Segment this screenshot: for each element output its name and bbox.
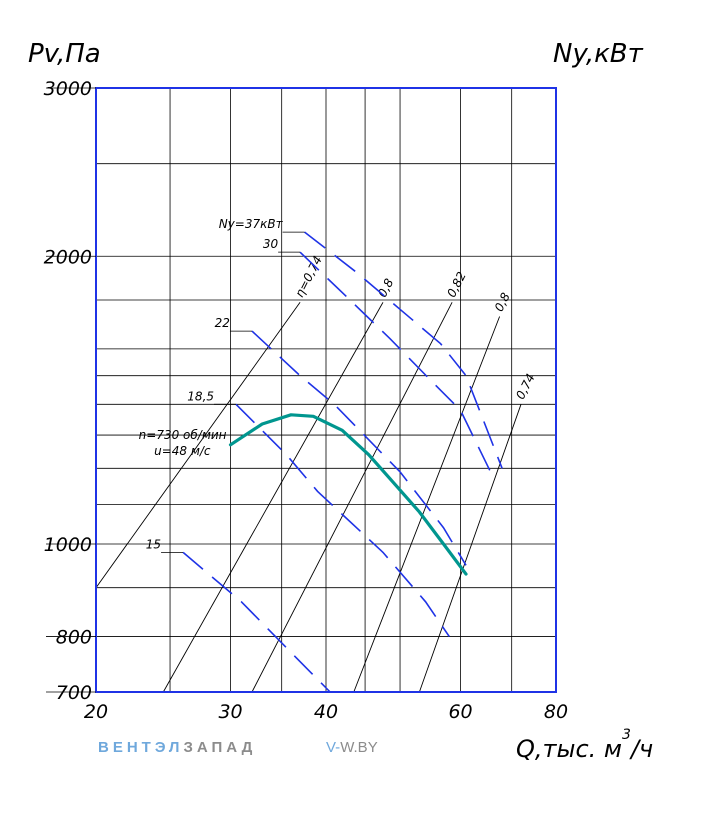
- efficiency-lines: η=0,74 0,8 0,820,80,74: [95, 254, 538, 693]
- power-curve-label: 18,5: [187, 389, 214, 403]
- y-axis-label-right: Ny,кВт: [553, 39, 644, 69]
- site-part1: V-: [326, 739, 341, 756]
- y-tick-label: 3000: [44, 78, 92, 100]
- y-tick-label: 700: [56, 682, 92, 704]
- power-curve: [251, 330, 467, 566]
- y-tick-label: 1000: [44, 534, 92, 556]
- x-tick-label: 30: [218, 701, 242, 723]
- x-tick-label: 60: [448, 701, 472, 723]
- pressure-curve-group: [228, 413, 468, 576]
- speed-label: n=730 об/мин: [139, 428, 227, 442]
- power-curves: [182, 231, 503, 693]
- efficiency-line: [162, 302, 384, 693]
- power-curve-label: Ny=37кВт: [219, 217, 284, 231]
- pressure-curve: [228, 413, 468, 576]
- power-curve-label: 15: [146, 537, 161, 551]
- plot-frame: [95, 87, 557, 693]
- power-curve-label: 22: [215, 316, 230, 330]
- tick-labels: 20 30 40 60 80 3000 2000 1000 800 700: [44, 78, 568, 723]
- power-curve: [304, 231, 503, 469]
- x-tick-label: 20: [84, 701, 108, 723]
- x-tick-label: 80: [544, 701, 568, 723]
- x-tick-label: 40: [314, 701, 338, 723]
- curve-labels: 15 18,5 22 30 Ny=37кВт n=730 об/мин u=48 м/с: [139, 217, 305, 553]
- efficiency-line: [353, 316, 501, 693]
- brand-part2: ЗАПАД: [183, 739, 257, 756]
- brand-logo: ВЕНТЭЛЗАПАД: [98, 739, 256, 756]
- x-axis-label: Q,тыс. м3/ч: [516, 727, 653, 763]
- power-curve-label: 30: [263, 237, 279, 251]
- velocity-label: u=48 м/с: [154, 444, 211, 458]
- efficiency-label: 0,8: [375, 276, 396, 300]
- power-curve: [299, 251, 493, 476]
- y-axis-label-left: Pv,Па: [28, 39, 101, 69]
- power-curve: [235, 403, 450, 638]
- y-tick-label: 2000: [44, 246, 92, 268]
- efficiency-line: [418, 404, 522, 693]
- efficiency-label: 0,8: [492, 290, 513, 314]
- brand-part1: ВЕНТЭЛ: [98, 739, 184, 756]
- x-axis-label-main: Q,тыс. м: [516, 735, 622, 763]
- efficiency-line: [95, 302, 301, 588]
- site-url: V-W.BY: [326, 739, 378, 756]
- power-curve: [182, 551, 331, 693]
- x-axis-label-tail: /ч: [629, 735, 653, 763]
- y-tick-label: 800: [56, 627, 92, 649]
- site-part2: W.BY: [340, 739, 378, 756]
- efficiency-label: 0,82: [444, 269, 469, 299]
- x-axis-label-sup: 3: [622, 727, 631, 743]
- grid: [96, 88, 556, 692]
